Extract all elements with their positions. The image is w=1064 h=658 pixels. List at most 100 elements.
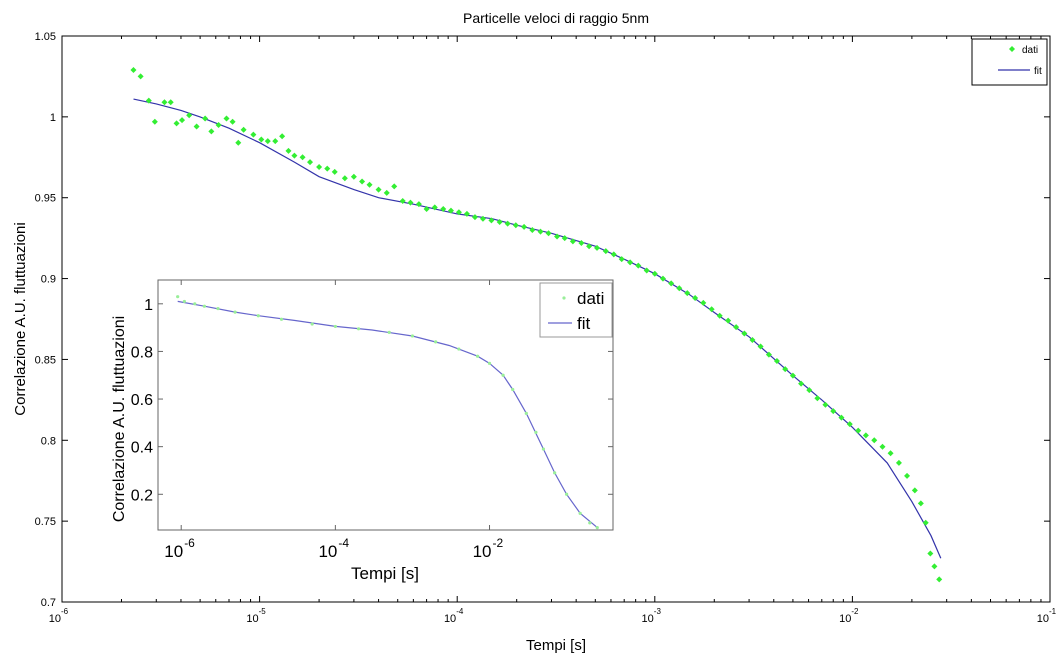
- data-point: [341, 175, 348, 182]
- data-point: [806, 387, 813, 394]
- data-point: [545, 230, 552, 237]
- data-point: [610, 251, 617, 258]
- inset-data-point: [176, 295, 180, 299]
- inset-y-axis-label: Correlazione A.U. fluttuazioni: [111, 316, 128, 522]
- inset-y-tick-label: 0.2: [131, 487, 153, 504]
- data-point: [618, 256, 625, 263]
- data-point: [922, 519, 929, 526]
- data-point: [173, 120, 180, 127]
- legend-marker-dati: [1009, 46, 1015, 52]
- data-point: [830, 408, 837, 415]
- data-point: [537, 228, 544, 235]
- data-point: [463, 210, 470, 217]
- inset-data-point: [595, 526, 599, 530]
- x-tick-label: 10: [839, 613, 851, 625]
- data-point: [391, 183, 398, 190]
- data-point: [578, 239, 585, 246]
- inset-data-point: [501, 373, 505, 377]
- data-point: [440, 206, 447, 213]
- data-point: [684, 290, 691, 297]
- data-point: [279, 133, 286, 140]
- data-point: [375, 186, 382, 193]
- data-point: [488, 217, 495, 224]
- legend: dati fit: [971, 38, 1048, 86]
- inset-y-tick-label: 0.8: [131, 344, 153, 361]
- legend-box: [971, 38, 1048, 86]
- data-point: [130, 66, 137, 73]
- data-point: [561, 235, 568, 242]
- inset-data-point: [487, 361, 492, 365]
- data-point: [627, 259, 634, 266]
- data-point: [911, 487, 918, 494]
- inset-data-point: [457, 347, 461, 351]
- data-point: [917, 500, 924, 507]
- data-point: [521, 223, 528, 230]
- data-point: [659, 275, 666, 282]
- inset-data-point: [202, 304, 207, 308]
- data-point: [479, 215, 486, 222]
- data-point: [324, 165, 331, 172]
- data-point: [504, 220, 511, 227]
- data-point: [782, 366, 789, 373]
- data-point: [643, 267, 650, 274]
- data-point: [186, 112, 193, 119]
- data-point: [496, 218, 503, 225]
- inset-data-point: [310, 322, 314, 326]
- y-tick-label: 0.75: [35, 516, 56, 528]
- data-point: [635, 262, 642, 269]
- data-point: [716, 312, 723, 319]
- data-point: [887, 450, 894, 457]
- data-point: [179, 117, 186, 124]
- data-point: [879, 443, 886, 450]
- inset-x-axis-label: Tempi [s]: [351, 564, 419, 583]
- data-point: [307, 159, 314, 166]
- inset-data-point: [256, 314, 260, 318]
- data-point: [765, 351, 772, 358]
- data-point: [415, 201, 422, 208]
- data-point: [708, 306, 715, 313]
- data-point: [594, 244, 601, 251]
- data-point: [137, 73, 144, 80]
- y-tick-label: 0.95: [35, 193, 56, 205]
- data-point: [855, 427, 862, 434]
- data-point: [272, 138, 279, 145]
- data-point: [927, 550, 934, 557]
- inset-data-point: [564, 492, 569, 496]
- data-point: [773, 358, 780, 365]
- inset-x-tick-exponent: -2: [493, 536, 504, 550]
- data-point: [749, 337, 756, 344]
- data-point: [407, 199, 414, 206]
- x-tick-exponent: -5: [259, 607, 267, 616]
- inset-data-point: [578, 511, 582, 515]
- inset-y-tick-label: 0.6: [131, 392, 153, 409]
- y-tick-label: 0.9: [41, 274, 56, 286]
- data-point: [814, 395, 821, 402]
- x-tick-label: 10: [49, 613, 61, 625]
- data-point: [167, 99, 174, 106]
- x-tick-label: 10: [642, 613, 654, 625]
- inset-plot-area: [157, 279, 614, 531]
- inset-x-tick-label: 10: [318, 542, 337, 561]
- data-point: [208, 128, 215, 135]
- inset-data-point: [588, 521, 592, 525]
- inset-data-point: [216, 306, 220, 311]
- data-point: [846, 421, 853, 428]
- data-point: [151, 118, 158, 125]
- inset-legend-label-dati: dati: [577, 289, 604, 308]
- data-point: [455, 209, 462, 216]
- inset-data-point: [541, 447, 545, 451]
- inset-legend-box: [539, 282, 613, 338]
- data-point: [904, 472, 911, 479]
- data-point: [366, 181, 373, 188]
- data-point: [250, 131, 257, 138]
- data-point: [602, 248, 609, 255]
- inset-data-point: [356, 327, 361, 331]
- y-tick-label: 1.05: [35, 31, 56, 43]
- data-point: [423, 206, 430, 213]
- inset-legend-label-fit: fit: [577, 314, 591, 333]
- x-tick-exponent: -4: [456, 607, 464, 616]
- legend-label-fit: fit: [1034, 66, 1042, 77]
- data-point: [838, 414, 845, 421]
